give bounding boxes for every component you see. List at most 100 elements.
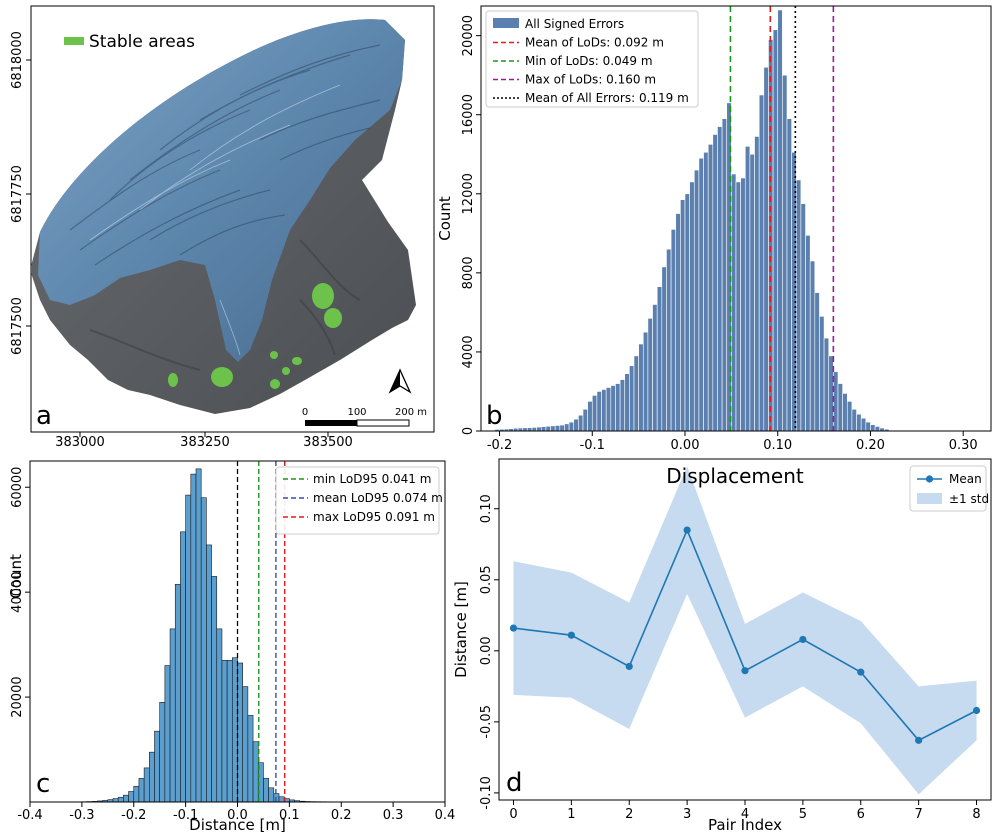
panel-c-y-ticks: 20000 40000 60000	[10, 467, 30, 718]
panel-d-x-tick-label: 7	[915, 807, 923, 822]
panel-b-bar	[666, 248, 672, 432]
panel-c-y-label: Count	[7, 554, 25, 599]
panel-c-legend: min LoD95 0.041 m mean LoD95 0.074 m max L…	[275, 466, 443, 535]
panel-c-bar	[200, 497, 207, 803]
panel-b-bar	[596, 391, 602, 432]
panel-b-bar	[782, 74, 788, 432]
panel-d-y-tick-label: 0.10	[479, 494, 494, 523]
panel-c-bar	[237, 662, 243, 803]
panel-b-y-tick-label: 20000	[461, 15, 476, 56]
panel-b-bar	[754, 136, 760, 432]
panel-a-map: Stable areas 0 100 200 m a 383000 383250…	[10, 5, 435, 450]
panel-d-plot	[509, 466, 981, 795]
panel-c-bar	[185, 494, 192, 803]
panel-c-x-tick-label: -0.4	[17, 808, 42, 823]
panel-c-x-label: Distance [m]	[189, 816, 286, 833]
panel-c-x-tick-label: 0.3	[383, 808, 404, 823]
panel-b-bar	[870, 424, 876, 432]
panel-b-bar	[545, 425, 551, 432]
panel-b-y-tick-label: 0	[461, 427, 476, 435]
north-arrow-icon	[388, 368, 412, 394]
panel-c-y-tick-label: 20000	[10, 676, 25, 717]
panel-d-legend-patch	[917, 493, 942, 504]
map-crevasses	[69, 44, 381, 266]
map-glacier-ice	[38, 19, 405, 362]
panel-c-bar	[247, 715, 254, 803]
panel-b-bar	[605, 387, 612, 432]
panel-d-y-ticks: -0.10 -0.05 0.00 0.05 0.10	[479, 494, 499, 810]
panel-b-x-tick-label: 0.00	[671, 438, 700, 453]
map-y-tick-2: 6817500	[10, 297, 25, 355]
panel-c-x-tick-label: -0.1	[173, 808, 198, 823]
panel-d-mean-point	[625, 662, 633, 671]
map-stable-areas	[168, 283, 342, 389]
panel-d-x-tick-label: 8	[972, 807, 980, 822]
panel-b-bar	[680, 199, 686, 432]
panel-c-histogram: -0.4 -0.3 -0.2 -0.1 0.0 0.1 0.2 0.3 0.4 20000 400…	[7, 460, 455, 833]
panel-b-x-tick-label: -0.1	[580, 438, 605, 453]
panel-b-x-tick-label: 0.20	[856, 438, 885, 453]
panel-b-bar	[615, 383, 621, 432]
panel-b-bar	[846, 401, 853, 432]
panel-b-histogram: -0.2 -0.1 0.00 0.10 0.20 0.30 0 4000 8000 12000 1…	[436, 5, 992, 453]
panel-b-bars	[494, 9, 890, 432]
panel-b-bar	[698, 157, 704, 432]
panel-c-bar	[221, 660, 228, 803]
panel-b-bar	[564, 423, 570, 432]
panel-d-legend-marker	[925, 475, 934, 483]
panel-b-bar	[642, 331, 649, 432]
panel-d-x-ticks: 0 1 2 3 4 5 6 7 8	[509, 800, 981, 822]
panel-b-legend-label: Min of LoDs: 0.049 m	[525, 54, 653, 68]
panel-b-bar	[619, 379, 626, 432]
map-y-tick-1: 6817750	[10, 165, 25, 223]
panel-b-legend-label: Mean of LoDs: 0.092 m	[525, 36, 664, 50]
panel-b-bar	[703, 151, 709, 432]
panel-c-bar	[133, 785, 140, 803]
panel-b-axes-frame	[480, 5, 992, 432]
panel-b-bar	[707, 144, 714, 432]
panel-d-x-tick-label: 3	[683, 807, 691, 822]
map-y-tick-0: 6818000	[10, 31, 25, 89]
panel-b-bar	[786, 118, 792, 432]
panel-d-legend: Mean ±1 std	[909, 465, 989, 512]
panel-b-bar	[652, 304, 658, 432]
panel-b-legend-label: Mean of All Errors: 0.119 m	[525, 91, 689, 105]
panel-c-y-tick-label: 60000	[10, 467, 25, 508]
panel-c-bar	[128, 791, 135, 803]
panel-b-bar	[837, 383, 843, 432]
stable-areas-legend-swatch	[64, 37, 84, 45]
panel-d-mean-point	[567, 631, 575, 639]
panel-b-y-ticks: 0 4000 8000 12000 16000 20000	[461, 15, 481, 435]
panel-label-a: a	[36, 401, 52, 431]
panel-c-bar	[242, 686, 249, 803]
panel-d-mean-point	[509, 624, 518, 632]
panel-b-bar	[536, 426, 542, 432]
panel-b-legend-patch	[493, 18, 519, 28]
panel-b-legend-label: Max of LoDs: 0.160 m	[525, 73, 656, 87]
panel-d-x-tick-label: 2	[625, 807, 633, 822]
panel-c-bar	[149, 751, 155, 803]
panel-c-legend-label: min LoD95 0.041 m	[313, 472, 431, 486]
panel-d-title: Displacement	[666, 464, 804, 488]
panel-c-bar	[169, 628, 176, 803]
panel-b-bar	[772, 29, 779, 432]
panel-c-bar	[252, 741, 259, 803]
panel-label-d: d	[506, 768, 523, 798]
map-x-tick-2: 383500	[303, 435, 353, 450]
panel-b-y-tick-label: 8000	[461, 256, 476, 289]
panel-b-bar	[601, 389, 607, 432]
panel-c-bar	[232, 657, 238, 803]
panel-d-mean-point	[857, 668, 865, 676]
panel-b-bar	[777, 9, 783, 432]
panel-c-bar	[143, 767, 150, 803]
panel-b-x-tick-label: -0.2	[487, 438, 512, 453]
panel-c-x-tick-label: 0.2	[331, 808, 352, 823]
panel-b-bar	[856, 413, 862, 432]
panel-c-bar	[117, 796, 124, 803]
panel-b-y-tick-label: 16000	[461, 94, 476, 135]
panel-b-bar	[874, 426, 881, 432]
panel-b-bar	[624, 373, 630, 432]
map-x-ticks: 383000 383250 383500	[55, 432, 353, 450]
panel-d-line-chart: 0 1 2 3 4 5 6 7 8 -0.10 -0.05 0.00 0.05 0.10 Displac…	[452, 458, 992, 833]
